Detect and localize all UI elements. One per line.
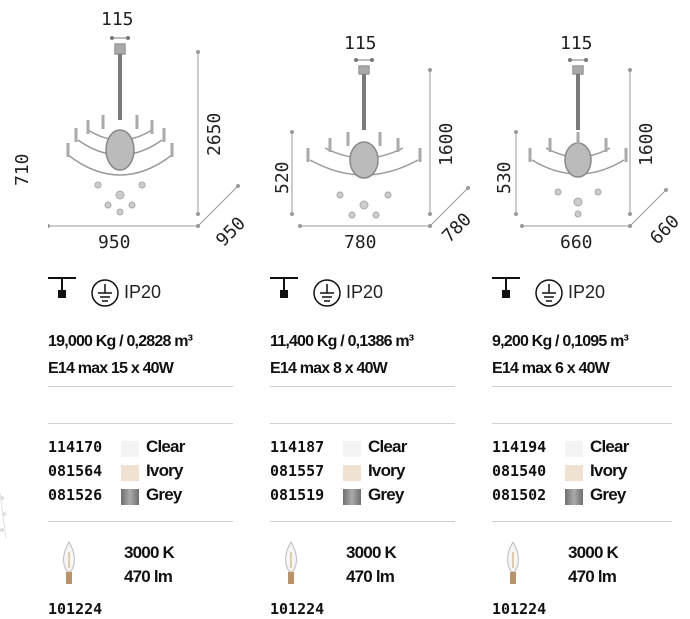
dim-height-body: 520 xyxy=(272,161,293,194)
dim-width: 660 xyxy=(560,232,593,253)
divider xyxy=(48,386,233,387)
divider xyxy=(492,521,672,522)
ceiling-mount-icon xyxy=(270,277,298,298)
color-swatch xyxy=(121,489,139,505)
dim-width: 950 xyxy=(98,232,131,253)
variant-code: 081526 xyxy=(48,486,103,504)
ip-rating: IP20 xyxy=(568,282,606,302)
divider xyxy=(492,423,672,424)
color-swatch xyxy=(121,441,139,457)
product-column-1: 115 710 2650 950 950 IP20 19,000 Kg / 0,… xyxy=(12,0,268,619)
chandelier-image xyxy=(66,43,174,216)
dim-height-body: 530 xyxy=(494,161,515,194)
variant-row: 081557 Ivory xyxy=(270,461,490,484)
bulb-temp: 3000 K xyxy=(568,543,619,562)
color-swatch xyxy=(343,465,361,481)
symbols-row: IP20 xyxy=(270,274,490,314)
dim-top: 115 xyxy=(560,33,593,54)
bulb-lumen: 470 lm xyxy=(124,567,173,586)
lamp-spec: E14 max 15 x 40W xyxy=(48,360,174,377)
variant-code: 081557 xyxy=(270,462,325,480)
dim-height-total: 2650 xyxy=(204,112,225,156)
variant-code: 081540 xyxy=(492,462,547,480)
dimension-drawing xyxy=(48,36,240,228)
variant-code: 081564 xyxy=(48,462,103,480)
variant-row: 081564 Ivory xyxy=(48,461,268,484)
color-swatch xyxy=(343,441,361,457)
color-swatch xyxy=(343,489,361,505)
earth-ground-icon xyxy=(313,279,341,307)
variant-code: 081519 xyxy=(270,486,325,504)
variant-row: 081526 Grey xyxy=(48,485,268,508)
bulb-lumen: 470 lm xyxy=(568,567,617,586)
variant-finish: Grey xyxy=(146,485,182,504)
lamp-spec: E14 max 8 x 40W xyxy=(270,360,388,377)
earth-ground-icon xyxy=(535,279,563,307)
variant-row: 081540 Ivory xyxy=(492,461,690,484)
weight-volume: 19,000 Kg / 0,2828 m³ xyxy=(48,333,193,350)
dim-top: 115 xyxy=(101,9,134,30)
variant-row: 114170 Clear xyxy=(48,437,268,460)
weight-volume: 9,200 Kg / 0,1095 m³ xyxy=(492,333,629,350)
ceiling-mount-icon xyxy=(48,277,76,298)
bulb-code: 101224 xyxy=(48,600,103,618)
symbols-row: IP20 xyxy=(492,274,690,314)
bulb-code: 101224 xyxy=(270,600,325,618)
ip-rating: IP20 xyxy=(124,282,162,302)
earth-ground-icon xyxy=(91,279,119,307)
lamp-spec: E14 max 6 x 40W xyxy=(492,360,610,377)
variant-finish: Clear xyxy=(146,437,185,456)
variant-finish: Clear xyxy=(368,437,407,456)
dim-height-total: 1600 xyxy=(436,122,457,166)
divider xyxy=(270,521,455,522)
dimension-drawing xyxy=(514,58,668,228)
dimension-drawing xyxy=(290,58,470,228)
divider xyxy=(270,386,455,387)
variant-code: 081502 xyxy=(492,486,547,504)
product-column-2: 115 520 1600 780 780 IP20 11,400 Kg / 0,… xyxy=(270,0,490,619)
variant-finish: Grey xyxy=(590,485,626,504)
dim-height-body: 710 xyxy=(12,153,33,186)
divider xyxy=(48,423,233,424)
divider xyxy=(270,423,455,424)
divider xyxy=(48,521,233,522)
chandelier-image xyxy=(306,65,422,219)
bulb-temp: 3000 K xyxy=(124,543,175,562)
ceiling-mount-icon xyxy=(492,277,520,298)
color-swatch xyxy=(565,465,583,481)
variant-row: 081502 Grey xyxy=(492,485,690,508)
candle-bulb-icon xyxy=(285,541,297,584)
variant-row: 081519 Grey xyxy=(270,485,490,508)
variant-code: 114194 xyxy=(492,438,547,456)
variant-row: 114194 Clear xyxy=(492,437,690,460)
weight-volume: 11,400 Kg / 0,1386 m³ xyxy=(270,333,414,350)
dim-width: 780 xyxy=(344,232,377,253)
chandelier-image xyxy=(528,65,628,218)
bulb-temp: 3000 K xyxy=(346,543,397,562)
dim-top: 115 xyxy=(344,33,377,54)
divider xyxy=(492,386,672,387)
candle-bulb-icon xyxy=(63,541,75,584)
variant-finish: Ivory xyxy=(146,461,183,480)
ip-rating: IP20 xyxy=(346,282,384,302)
bulb-code: 101224 xyxy=(492,600,547,618)
edge-decoration xyxy=(0,492,7,539)
variant-finish: Grey xyxy=(368,485,404,504)
variant-finish: Ivory xyxy=(368,461,405,480)
color-swatch xyxy=(121,465,139,481)
variant-code: 114187 xyxy=(270,438,325,456)
color-swatch xyxy=(565,441,583,457)
variant-finish: Ivory xyxy=(590,461,627,480)
product-column-3: 115 530 1600 660 660 IP20 9,200 Kg / 0,1… xyxy=(492,0,690,619)
variant-code: 114170 xyxy=(48,438,103,456)
variant-row: 114187 Clear xyxy=(270,437,490,460)
color-swatch xyxy=(565,489,583,505)
symbols-row: IP20 xyxy=(48,274,268,314)
variant-finish: Clear xyxy=(590,437,629,456)
bulb-lumen: 470 lm xyxy=(346,567,395,586)
dim-height-total: 1600 xyxy=(636,122,657,166)
candle-bulb-icon xyxy=(507,541,519,584)
